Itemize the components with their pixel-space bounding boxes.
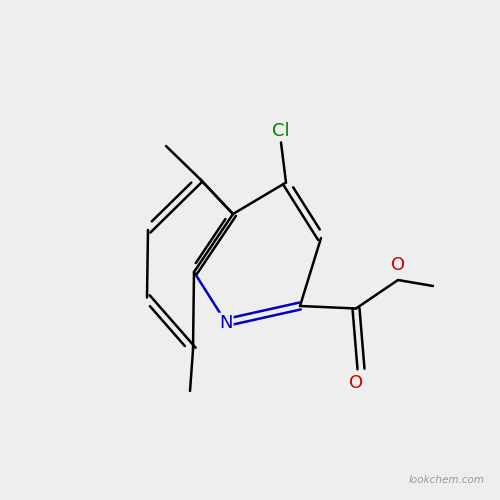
Text: N: N	[219, 314, 233, 332]
Text: O: O	[349, 374, 363, 392]
Text: O: O	[391, 256, 405, 274]
Text: lookchem.com: lookchem.com	[409, 475, 485, 485]
Text: Cl: Cl	[272, 122, 290, 140]
